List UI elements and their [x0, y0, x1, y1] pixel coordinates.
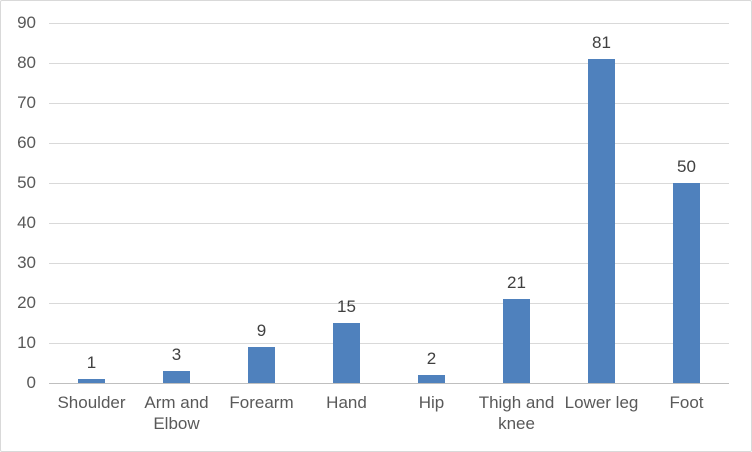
gridline-50: [49, 183, 729, 184]
bar-arm-and-elbow: [163, 371, 190, 383]
y-axis-tick-label: 20: [17, 293, 36, 312]
y-axis-tick-label: 50: [17, 173, 36, 192]
x-axis-line: [49, 383, 729, 384]
category-label-shoulder: Shoulder: [57, 393, 126, 412]
y-axis-tick-label: 90: [17, 13, 36, 32]
category-label-thigh-and-knee: Thigh and knee: [478, 393, 555, 433]
category-label-forearm: Forearm: [229, 393, 294, 412]
data-label-foot: 50: [677, 157, 696, 176]
bar-shoulder: [78, 379, 105, 383]
y-axis-tick-label: 40: [17, 213, 36, 232]
bar-hand: [333, 323, 360, 383]
gridline-40: [49, 223, 729, 224]
gridline-30: [49, 263, 729, 264]
data-label-forearm: 9: [256, 321, 267, 340]
gridline-10: [49, 343, 729, 344]
category-label-hip: Hip: [418, 393, 445, 412]
bar-forearm: [248, 347, 275, 383]
gridline-20: [49, 303, 729, 304]
bar-foot: [673, 183, 700, 383]
data-label-thigh-and-knee: 21: [507, 273, 526, 292]
gridline-60: [49, 143, 729, 144]
data-label-hand: 15: [337, 297, 356, 316]
gridline-80: [49, 63, 729, 64]
gridline-90: [49, 23, 729, 24]
data-label-arm-and-elbow: 3: [171, 345, 182, 364]
bar-thigh-and-knee: [503, 299, 530, 383]
data-label-shoulder: 1: [86, 353, 97, 372]
y-axis-tick-label: 70: [17, 93, 36, 112]
category-label-foot: Foot: [669, 393, 704, 412]
data-label-hip: 2: [426, 349, 437, 368]
y-axis-tick-label: 60: [17, 133, 36, 152]
category-label-lower-leg: Lower leg: [564, 393, 639, 412]
data-label-lower-leg: 81: [592, 33, 611, 52]
y-axis-tick-label: 0: [26, 373, 36, 392]
y-axis-tick-label: 10: [17, 333, 36, 352]
y-axis-tick-label: 30: [17, 253, 36, 272]
bar-lower-leg: [588, 59, 615, 383]
category-label-arm-and-elbow: Arm and Elbow: [144, 393, 209, 433]
gridline-70: [49, 103, 729, 104]
y-axis-tick-label: 80: [17, 53, 36, 72]
bar-hip: [418, 375, 445, 383]
category-label-hand: Hand: [326, 393, 367, 412]
